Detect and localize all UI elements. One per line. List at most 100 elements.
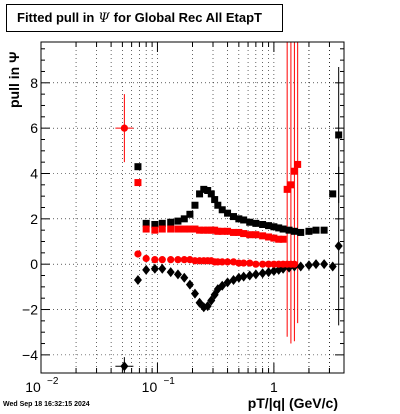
data-markers [120, 124, 343, 372]
data-point-square [158, 225, 166, 233]
y-tick-label: −4 [22, 347, 38, 363]
data-point-circle [264, 260, 273, 268]
data-point-square [320, 226, 328, 234]
data-point-square [142, 219, 150, 227]
data-point-square [279, 225, 287, 233]
y-tick-label: 0 [30, 256, 38, 272]
data-point-diamond [239, 271, 248, 282]
y-tick-label: 8 [30, 75, 38, 91]
y-tick-label: 6 [30, 120, 38, 136]
data-point-square [312, 226, 320, 234]
data-point-square [283, 185, 291, 193]
data-point-diamond [185, 279, 194, 290]
data-point-square [246, 218, 254, 226]
data-point-square [235, 228, 243, 236]
data-point-circle [180, 256, 188, 264]
data-point-diamond [223, 277, 232, 288]
data-point-square [186, 225, 194, 233]
timestamp: Wed Sep 18 16:32:15 2024 [3, 401, 90, 408]
data-point-square [240, 230, 248, 238]
data-point-diamond [158, 263, 167, 274]
data-point-square [252, 231, 260, 239]
data-point-square [285, 226, 293, 234]
data-point-square [297, 228, 305, 236]
data-point-square [218, 227, 226, 235]
data-point-square [214, 201, 222, 209]
data-point-square [151, 221, 159, 229]
data-point-square [265, 233, 273, 241]
data-point-diamond [166, 267, 175, 278]
data-point-diamond [190, 288, 199, 299]
title-suffix: for Global Rec All EtapT [113, 10, 262, 25]
data-point-diamond [328, 261, 337, 272]
error-bars [115, 42, 340, 373]
data-point-square [174, 225, 182, 233]
data-point-circle [174, 256, 182, 264]
data-point-square [151, 226, 159, 234]
data-point-square [204, 186, 212, 194]
data-point-square [167, 218, 175, 226]
data-point-circle [142, 254, 150, 263]
data-point-square [211, 196, 219, 204]
x-tick-label: 10 [25, 379, 41, 395]
data-point-diamond [142, 264, 151, 275]
x-tick-label: 1 [270, 379, 278, 395]
data-point-circle [167, 256, 175, 264]
data-point-circle [151, 256, 159, 264]
data-point-diamond [258, 268, 267, 279]
data-point-diamond [334, 241, 343, 252]
data-point-circle [259, 260, 267, 268]
data-point-square [218, 206, 226, 214]
data-point-square [329, 190, 337, 198]
data-point-square [196, 226, 204, 234]
x-axis-label: pT/|q| (GeV/c) [247, 395, 338, 411]
data-point-square [270, 234, 278, 242]
data-point-square [305, 227, 313, 235]
data-point-square [174, 217, 182, 225]
data-point-circle [218, 258, 226, 266]
data-point-square [287, 181, 295, 189]
data-point-square [224, 227, 232, 235]
data-point-square [294, 160, 302, 168]
data-point-square [191, 225, 199, 233]
data-point-square [180, 225, 188, 233]
data-point-square [134, 163, 142, 171]
data-point-diamond [245, 270, 254, 281]
data-point-square [167, 225, 175, 233]
data-point-circle [240, 259, 248, 267]
data-point-diamond [133, 275, 142, 286]
data-point-diamond [312, 259, 321, 270]
data-point-square [246, 231, 254, 239]
data-point-circle [134, 250, 142, 258]
data-point-diamond [203, 301, 212, 312]
data-point-square [134, 179, 142, 187]
data-point-square [200, 185, 208, 193]
data-point-square [230, 213, 238, 221]
y-tick-label: −2 [22, 302, 38, 318]
data-point-square [259, 221, 267, 229]
data-point-diamond [218, 280, 227, 291]
data-point-square [196, 190, 204, 198]
data-point-square [158, 219, 166, 227]
data-point-square [207, 190, 215, 198]
data-point-square [230, 228, 238, 236]
y-tick-label: 4 [30, 165, 38, 181]
axis-ticks [40, 42, 345, 373]
x-tick-label: 10 [142, 379, 158, 395]
data-point-square [224, 209, 232, 217]
data-point-circle [223, 258, 232, 266]
data-point-square [290, 227, 298, 235]
data-point-diamond [150, 263, 159, 274]
data-point-square [235, 215, 243, 223]
data-point-diamond [120, 361, 129, 372]
data-point-square [290, 167, 298, 175]
data-point-square [240, 216, 248, 224]
title-psi-symbol: Ψ [98, 11, 110, 26]
data-point-square [204, 226, 212, 234]
data-point-circle [120, 124, 128, 132]
data-point-square [279, 235, 287, 243]
data-point-square [191, 201, 199, 209]
data-point-diamond [264, 267, 273, 278]
data-point-square [265, 222, 273, 230]
